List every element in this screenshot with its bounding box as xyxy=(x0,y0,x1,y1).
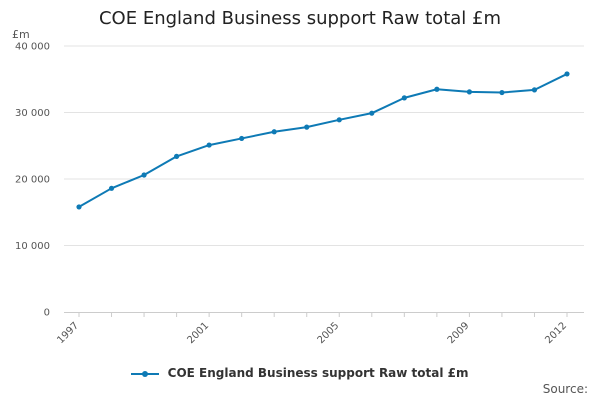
y-tick-label: 30 000 xyxy=(15,108,50,119)
line-chart: 0 10 000 20 000 30 000 40 000 1997 2001 2005 20… xyxy=(15,42,584,346)
series-line xyxy=(78,73,568,208)
data-point xyxy=(108,185,115,191)
data-point xyxy=(369,110,375,116)
y-tick-label: 0 xyxy=(44,308,50,319)
data-point xyxy=(76,204,82,210)
y-tick-label: 10 000 xyxy=(15,241,50,252)
data-point xyxy=(206,142,212,148)
legend-label: COE England Business support Raw total £… xyxy=(167,366,469,380)
data-point xyxy=(304,124,310,130)
data-point xyxy=(564,71,570,77)
data-point xyxy=(271,129,277,135)
chart-title: COE England Business support Raw total £… xyxy=(98,8,501,29)
y-axis-ticks: 0 10 000 20 000 30 000 40 000 xyxy=(15,42,50,319)
data-point xyxy=(174,153,180,159)
data-point xyxy=(466,89,472,95)
y-axis-unit-label: £m xyxy=(12,28,30,41)
data-point xyxy=(434,86,440,92)
data-point xyxy=(336,117,342,123)
x-tick-label: 2005 xyxy=(316,320,342,346)
x-tick-label: 1997 xyxy=(55,320,81,346)
x-tick-label: 2012 xyxy=(543,320,569,346)
x-tick-label: 2009 xyxy=(446,320,472,346)
data-point xyxy=(499,89,505,96)
data-point xyxy=(141,172,147,178)
data-point xyxy=(401,95,407,101)
legend-swatch-icon xyxy=(131,369,160,379)
y-tick-label: 20 000 xyxy=(15,175,50,186)
gridlines xyxy=(64,45,584,246)
data-point xyxy=(531,87,538,93)
series-group xyxy=(76,71,570,210)
y-tick-label: 40 000 xyxy=(15,42,50,53)
x-axis: 1997 2001 2005 2009 2012 xyxy=(55,312,584,346)
legend[interactable]: COE England Business support Raw total £… xyxy=(0,366,600,380)
data-point xyxy=(239,135,245,142)
x-tick-label: 2001 xyxy=(185,320,211,346)
source-label: Source: xyxy=(542,382,588,396)
